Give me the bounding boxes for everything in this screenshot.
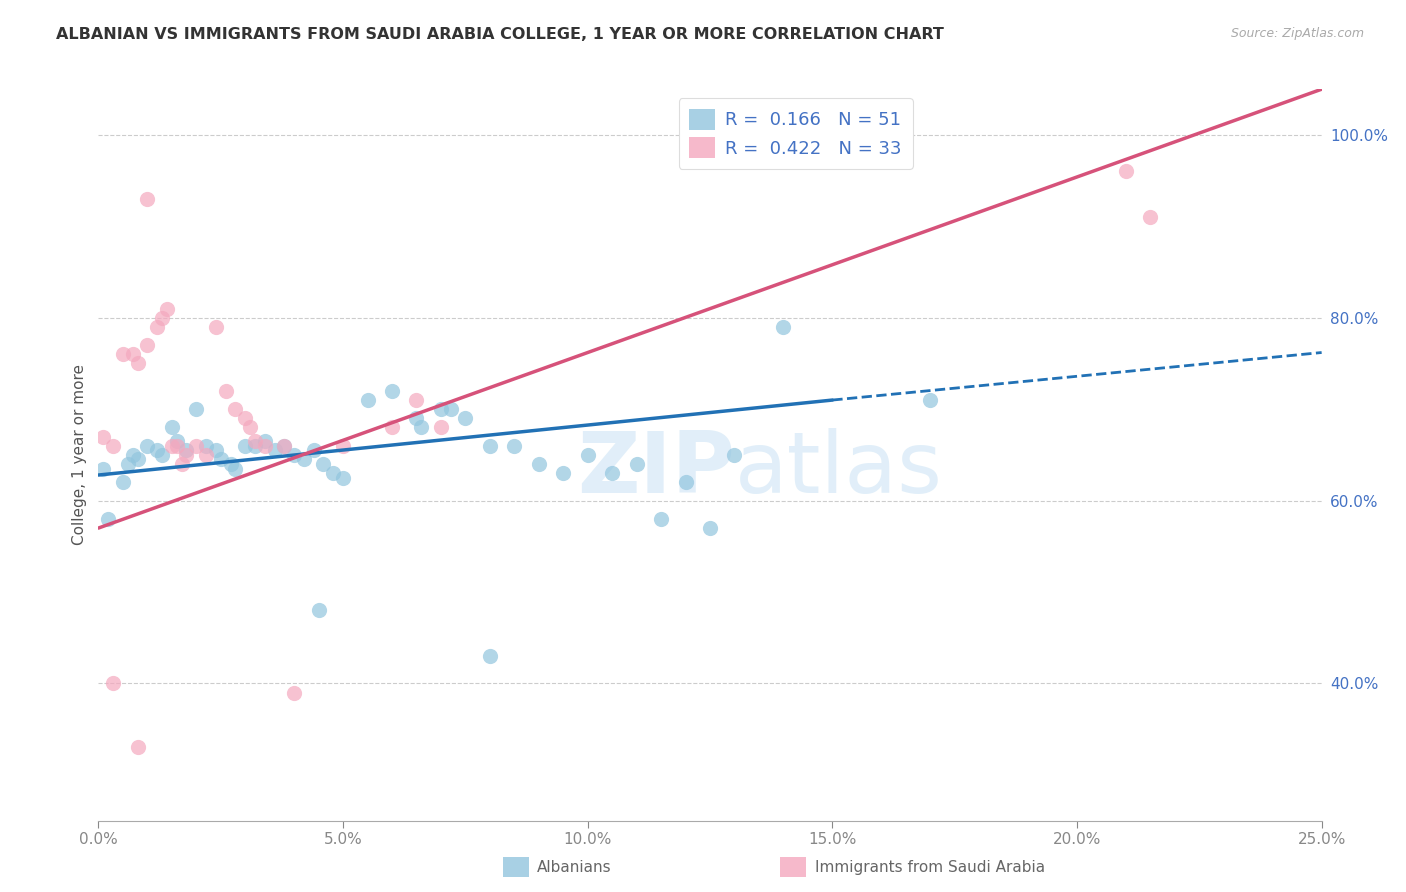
- Point: [214, 384, 236, 398]
- Point: [527, 457, 550, 471]
- Y-axis label: College, 1 year or more: College, 1 year or more: [72, 365, 87, 545]
- Point: [136, 439, 159, 453]
- Point: [273, 439, 295, 453]
- Point: [176, 448, 198, 462]
- Point: [176, 443, 198, 458]
- Point: [283, 685, 305, 699]
- Point: [111, 475, 134, 490]
- Point: [273, 439, 295, 453]
- Point: [478, 439, 501, 453]
- Point: [101, 439, 124, 453]
- Point: [205, 443, 228, 458]
- Point: [253, 439, 276, 453]
- Point: [170, 457, 193, 471]
- Point: [146, 443, 169, 458]
- Point: [723, 448, 745, 462]
- Point: [233, 411, 256, 425]
- Point: [626, 457, 648, 471]
- Point: [160, 439, 183, 453]
- Point: [772, 319, 794, 334]
- Point: [675, 475, 697, 490]
- Point: [381, 384, 404, 398]
- Point: [405, 393, 427, 408]
- Point: [156, 301, 179, 316]
- Point: [195, 448, 218, 462]
- Point: [91, 461, 114, 475]
- Point: [356, 393, 378, 408]
- Text: Albanians: Albanians: [537, 860, 612, 874]
- Point: [205, 319, 228, 334]
- Point: [239, 420, 262, 434]
- Text: ZIP: ZIP: [576, 428, 734, 511]
- Point: [111, 347, 134, 361]
- Point: [430, 420, 453, 434]
- Point: [322, 466, 344, 480]
- Point: [121, 448, 143, 462]
- Point: [150, 310, 173, 325]
- Point: [121, 347, 143, 361]
- Point: [166, 439, 188, 453]
- Point: [233, 439, 256, 453]
- Point: [243, 434, 266, 449]
- Point: [195, 439, 218, 453]
- Point: [503, 439, 526, 453]
- Point: [1139, 211, 1161, 225]
- Point: [97, 512, 120, 526]
- Legend: R =  0.166   N = 51, R =  0.422   N = 33: R = 0.166 N = 51, R = 0.422 N = 33: [679, 98, 912, 169]
- Point: [440, 402, 463, 417]
- Point: [405, 411, 427, 425]
- Point: [224, 402, 246, 417]
- Point: [219, 457, 242, 471]
- Point: [101, 676, 124, 690]
- Point: [650, 512, 672, 526]
- Point: [224, 461, 246, 475]
- Point: [312, 457, 335, 471]
- Point: [136, 192, 159, 206]
- Point: [146, 319, 169, 334]
- Point: [699, 521, 721, 535]
- Text: Source: ZipAtlas.com: Source: ZipAtlas.com: [1230, 27, 1364, 40]
- Text: atlas: atlas: [734, 428, 942, 511]
- Point: [332, 471, 354, 485]
- Point: [263, 443, 285, 458]
- Point: [253, 434, 276, 449]
- Point: [117, 457, 139, 471]
- Point: [127, 452, 149, 467]
- Point: [600, 466, 623, 480]
- Point: [160, 420, 183, 434]
- Text: Immigrants from Saudi Arabia: Immigrants from Saudi Arabia: [815, 860, 1046, 874]
- Point: [150, 448, 173, 462]
- Point: [283, 448, 305, 462]
- Point: [454, 411, 477, 425]
- Point: [91, 429, 114, 443]
- Point: [166, 434, 188, 449]
- Point: [430, 402, 453, 417]
- Point: [243, 439, 266, 453]
- Point: [920, 393, 942, 408]
- Point: [209, 452, 232, 467]
- Point: [127, 356, 149, 371]
- Point: [308, 603, 330, 617]
- Point: [576, 448, 599, 462]
- Text: ALBANIAN VS IMMIGRANTS FROM SAUDI ARABIA COLLEGE, 1 YEAR OR MORE CORRELATION CHA: ALBANIAN VS IMMIGRANTS FROM SAUDI ARABIA…: [56, 27, 943, 42]
- Point: [127, 740, 149, 755]
- Point: [1115, 164, 1137, 178]
- Point: [381, 420, 404, 434]
- Point: [553, 466, 575, 480]
- Point: [478, 649, 501, 664]
- Point: [186, 439, 208, 453]
- Point: [136, 338, 159, 352]
- Point: [186, 402, 208, 417]
- Point: [292, 452, 315, 467]
- Point: [332, 439, 354, 453]
- Point: [302, 443, 325, 458]
- Point: [411, 420, 433, 434]
